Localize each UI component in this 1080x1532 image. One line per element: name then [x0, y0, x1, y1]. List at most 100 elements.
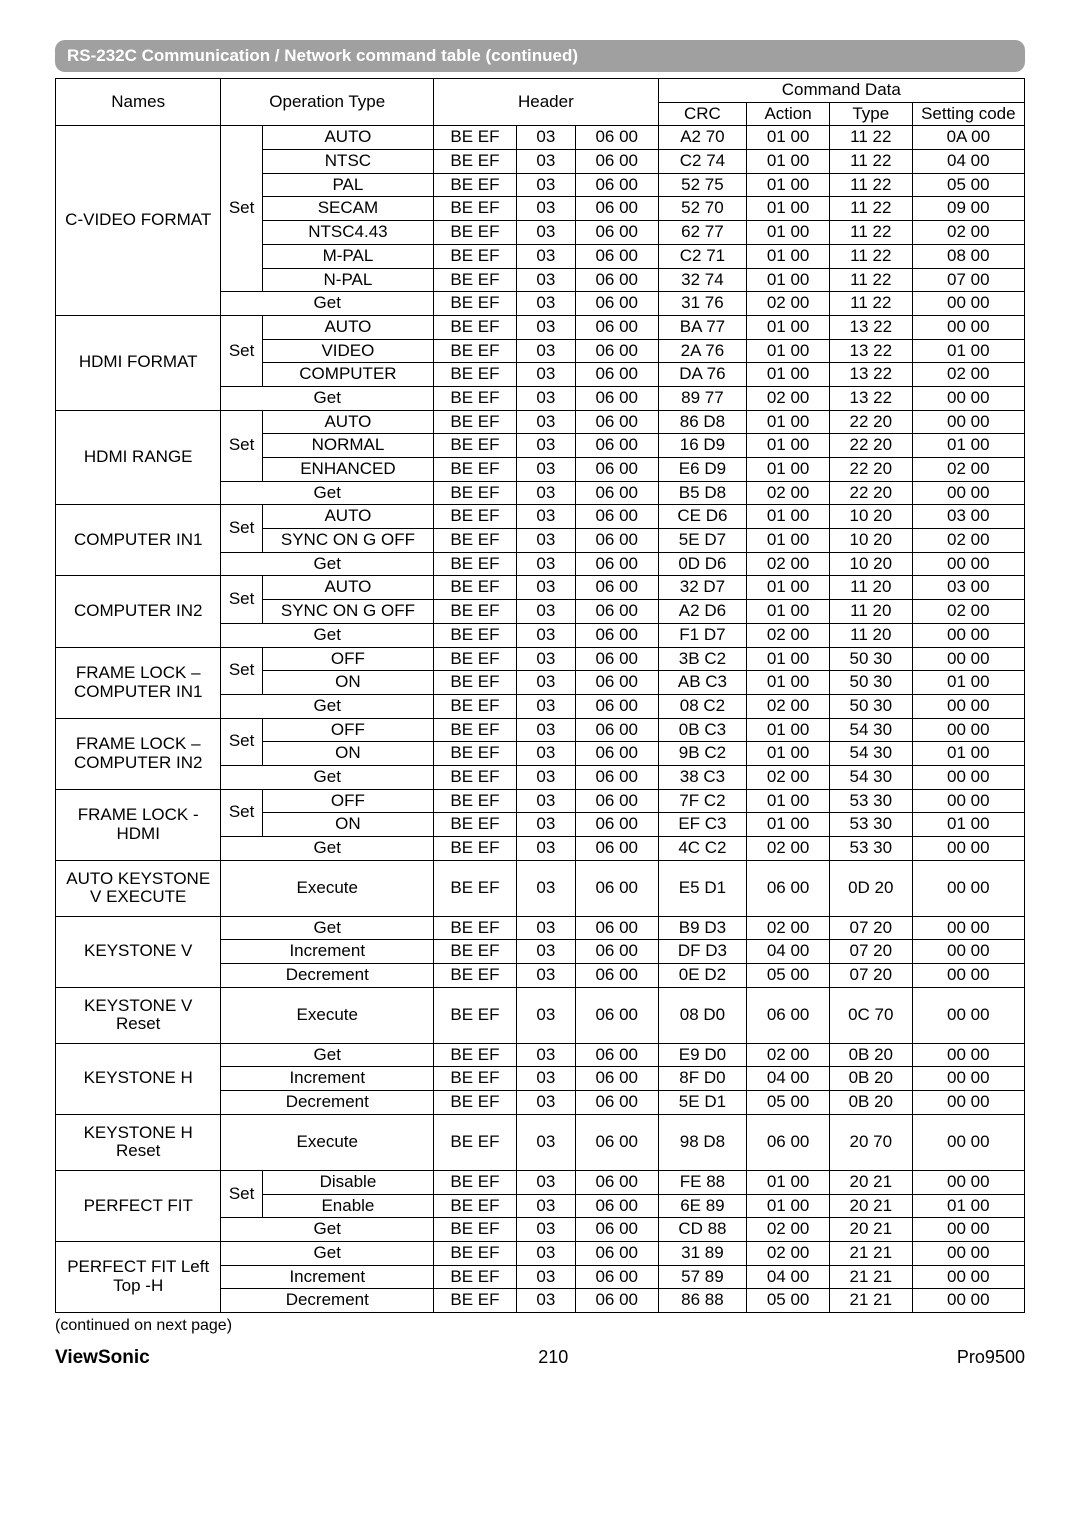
action-cell: 05 00 [747, 964, 830, 988]
setting-cell: 00 00 [912, 623, 1024, 647]
action-cell: 01 00 [747, 1194, 830, 1218]
h1-cell: BE EF [434, 552, 517, 576]
name-cell: HDMI RANGE [56, 410, 221, 505]
crc-cell: FE 88 [658, 1170, 747, 1194]
op-cell: SYNC ON G OFF [262, 529, 433, 553]
setting-cell: 01 00 [912, 339, 1024, 363]
h2-cell: 03 [516, 600, 575, 624]
h2-cell: 03 [516, 1170, 575, 1194]
table-row: KEYSTONE HGetBE EF0306 00E9 D002 000B 20… [56, 1043, 1025, 1067]
h2-cell: 03 [516, 221, 575, 245]
h1-cell: BE EF [434, 647, 517, 671]
setting-cell: 00 00 [912, 1241, 1024, 1265]
h1-cell: BE EF [434, 987, 517, 1043]
h3-cell: 06 00 [575, 1067, 658, 1091]
op-cell: SYNC ON G OFF [262, 600, 433, 624]
model-label: Pro9500 [957, 1347, 1025, 1368]
table-row: PERFECT FIT Left Top -HGetBE EF0306 0031… [56, 1241, 1025, 1265]
type-cell: 0B 20 [829, 1091, 912, 1115]
h3-cell: 06 00 [575, 1091, 658, 1115]
table-row: HDMI RANGESetAUTOBE EF0306 0086 D801 002… [56, 410, 1025, 434]
name-cell: AUTO KEYSTONE V EXECUTE [56, 860, 221, 916]
h2-cell: 03 [516, 197, 575, 221]
action-cell: 01 00 [747, 268, 830, 292]
h2-cell: 03 [516, 244, 575, 268]
setting-cell: 02 00 [912, 600, 1024, 624]
h1-cell: BE EF [434, 600, 517, 624]
h2-cell: 03 [516, 339, 575, 363]
h1-cell: BE EF [434, 742, 517, 766]
action-cell: 06 00 [747, 987, 830, 1043]
h1-cell: BE EF [434, 481, 517, 505]
crc-cell: B9 D3 [658, 916, 747, 940]
section-title: RS-232C Communication / Network command … [55, 40, 1025, 72]
action-cell: 01 00 [747, 529, 830, 553]
setting-cell: 02 00 [912, 221, 1024, 245]
op-cell: Decrement [221, 964, 434, 988]
crc-cell: 86 88 [658, 1289, 747, 1313]
setting-cell: 00 00 [912, 1067, 1024, 1091]
op-cell: NTSC4.43 [262, 221, 433, 245]
setting-cell: 02 00 [912, 363, 1024, 387]
action-cell: 01 00 [747, 742, 830, 766]
table-row: FRAME LOCK – COMPUTER IN2SetOFFBE EF0306… [56, 718, 1025, 742]
setting-cell: 00 00 [912, 964, 1024, 988]
table-row: COMPUTER IN1SetAUTOBE EF0306 00CE D601 0… [56, 505, 1025, 529]
action-cell: 02 00 [747, 1218, 830, 1242]
type-cell: 22 20 [829, 434, 912, 458]
crc-cell: CE D6 [658, 505, 747, 529]
type-cell: 21 21 [829, 1241, 912, 1265]
setting-cell: 01 00 [912, 1194, 1024, 1218]
h3-cell: 06 00 [575, 1114, 658, 1170]
h1-cell: BE EF [434, 292, 517, 316]
h3-cell: 06 00 [575, 434, 658, 458]
type-cell: 0B 20 [829, 1043, 912, 1067]
h3-cell: 06 00 [575, 600, 658, 624]
h2-cell: 03 [516, 1067, 575, 1091]
op-cell: VIDEO [262, 339, 433, 363]
action-cell: 01 00 [747, 197, 830, 221]
action-cell: 01 00 [747, 647, 830, 671]
h1-cell: BE EF [434, 860, 517, 916]
action-cell: 04 00 [747, 940, 830, 964]
op-cell: Execute [221, 860, 434, 916]
h3-cell: 06 00 [575, 1194, 658, 1218]
crc-cell: 89 77 [658, 386, 747, 410]
h2-cell: 03 [516, 292, 575, 316]
action-cell: 01 00 [747, 1170, 830, 1194]
setting-cell: 00 00 [912, 1043, 1024, 1067]
crc-cell: 57 89 [658, 1265, 747, 1289]
type-cell: 13 22 [829, 315, 912, 339]
h2-cell: 03 [516, 434, 575, 458]
h1-cell: BE EF [434, 315, 517, 339]
action-cell: 01 00 [747, 126, 830, 150]
action-cell: 01 00 [747, 434, 830, 458]
h2-cell: 03 [516, 1265, 575, 1289]
action-cell: 01 00 [747, 315, 830, 339]
setting-cell: 00 00 [912, 1091, 1024, 1115]
crc-cell: E5 D1 [658, 860, 747, 916]
h2-cell: 03 [516, 647, 575, 671]
crc-cell: 5E D1 [658, 1091, 747, 1115]
setting-cell: 00 00 [912, 987, 1024, 1043]
name-cell: FRAME LOCK – COMPUTER IN2 [56, 718, 221, 789]
h1-cell: BE EF [434, 1241, 517, 1265]
h1-cell: BE EF [434, 1218, 517, 1242]
continued-note: (continued on next page) [55, 1317, 1025, 1335]
h1-cell: BE EF [434, 410, 517, 434]
crc-cell: DA 76 [658, 363, 747, 387]
opwrap-cell: Set [221, 576, 262, 623]
type-cell: 0C 70 [829, 987, 912, 1043]
action-cell: 01 00 [747, 671, 830, 695]
crc-cell: 52 70 [658, 197, 747, 221]
op-cell: Execute [221, 1114, 434, 1170]
h2-cell: 03 [516, 552, 575, 576]
h3-cell: 06 00 [575, 126, 658, 150]
action-cell: 01 00 [747, 150, 830, 174]
h2-cell: 03 [516, 481, 575, 505]
crc-cell: E6 D9 [658, 458, 747, 482]
type-cell: 53 30 [829, 837, 912, 861]
h1-cell: BE EF [434, 623, 517, 647]
h3-cell: 06 00 [575, 244, 658, 268]
action-cell: 01 00 [747, 718, 830, 742]
